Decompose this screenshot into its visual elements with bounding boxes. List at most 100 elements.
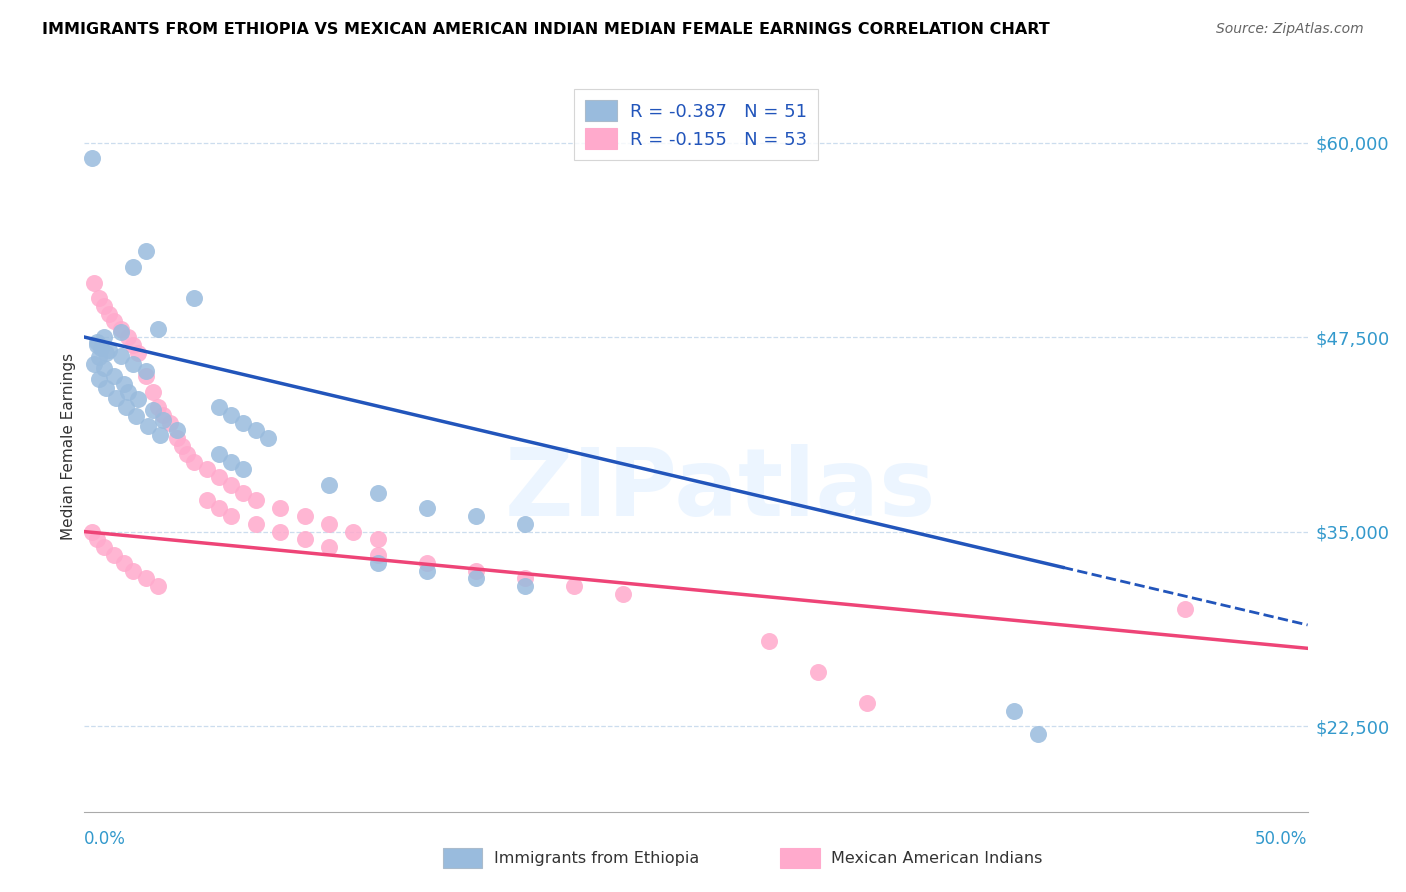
Point bbox=[112, 556, 135, 570]
Point bbox=[318, 516, 340, 531]
Point bbox=[110, 322, 132, 336]
Point bbox=[97, 343, 120, 357]
Point bbox=[122, 260, 145, 274]
Point bbox=[318, 540, 340, 554]
Y-axis label: Median Female Earnings: Median Female Earnings bbox=[60, 352, 76, 540]
Point bbox=[367, 556, 389, 570]
Point bbox=[1002, 704, 1025, 718]
Point bbox=[90, 341, 112, 355]
Text: Immigrants from Ethiopia: Immigrants from Ethiopia bbox=[494, 851, 699, 865]
Point bbox=[232, 485, 254, 500]
Point bbox=[562, 579, 585, 593]
Point bbox=[127, 392, 149, 407]
Point bbox=[208, 501, 231, 516]
Point bbox=[269, 524, 291, 539]
Text: Source: ZipAtlas.com: Source: ZipAtlas.com bbox=[1216, 22, 1364, 37]
Point bbox=[856, 696, 879, 710]
Point bbox=[758, 633, 780, 648]
Point bbox=[93, 299, 115, 313]
Point bbox=[183, 291, 205, 305]
Point bbox=[135, 364, 157, 378]
Point bbox=[219, 509, 242, 524]
Point bbox=[83, 276, 105, 290]
Point bbox=[416, 564, 439, 578]
Point bbox=[219, 454, 242, 468]
Point bbox=[416, 556, 439, 570]
Point bbox=[135, 368, 157, 383]
Point bbox=[80, 524, 103, 539]
Point bbox=[464, 564, 486, 578]
Point bbox=[103, 368, 125, 383]
Point bbox=[127, 345, 149, 359]
Point bbox=[96, 381, 118, 395]
Point bbox=[176, 447, 198, 461]
Point bbox=[135, 571, 157, 585]
Text: 50.0%: 50.0% bbox=[1256, 830, 1308, 848]
Point bbox=[367, 485, 389, 500]
Point bbox=[208, 400, 231, 414]
Point bbox=[93, 361, 115, 376]
Point bbox=[117, 384, 139, 399]
Point bbox=[612, 587, 634, 601]
Text: IMMIGRANTS FROM ETHIOPIA VS MEXICAN AMERICAN INDIAN MEDIAN FEMALE EARNINGS CORRE: IMMIGRANTS FROM ETHIOPIA VS MEXICAN AMER… bbox=[42, 22, 1050, 37]
Point bbox=[117, 330, 139, 344]
Point bbox=[269, 501, 291, 516]
Point bbox=[86, 533, 108, 547]
Point bbox=[245, 516, 267, 531]
Point bbox=[87, 291, 110, 305]
Point bbox=[136, 418, 159, 433]
Point bbox=[513, 579, 536, 593]
Point bbox=[183, 454, 205, 468]
Point bbox=[195, 493, 218, 508]
Point bbox=[80, 151, 103, 165]
Point bbox=[105, 391, 128, 405]
Point bbox=[87, 372, 110, 386]
Point bbox=[110, 326, 132, 340]
Point bbox=[166, 431, 188, 445]
Point bbox=[232, 416, 254, 430]
Point bbox=[367, 533, 389, 547]
Point bbox=[122, 357, 145, 371]
Point bbox=[219, 478, 242, 492]
Point bbox=[122, 338, 145, 352]
Point bbox=[86, 338, 108, 352]
Point bbox=[86, 334, 108, 349]
Point bbox=[115, 400, 138, 414]
Point bbox=[122, 564, 145, 578]
Point bbox=[152, 412, 174, 426]
Point bbox=[219, 408, 242, 422]
Point bbox=[142, 403, 165, 417]
Point bbox=[112, 376, 135, 391]
Point bbox=[464, 571, 486, 585]
Point bbox=[87, 351, 110, 365]
Point bbox=[195, 462, 218, 476]
Point bbox=[208, 447, 231, 461]
Point bbox=[142, 384, 165, 399]
Point bbox=[110, 349, 132, 363]
Point bbox=[146, 322, 169, 336]
Point bbox=[96, 345, 118, 359]
Point bbox=[245, 493, 267, 508]
Text: Mexican American Indians: Mexican American Indians bbox=[831, 851, 1042, 865]
Point bbox=[294, 509, 316, 524]
Point bbox=[149, 428, 172, 442]
Point bbox=[342, 524, 364, 539]
Point bbox=[166, 424, 188, 438]
Point bbox=[294, 533, 316, 547]
Point bbox=[125, 409, 148, 424]
Point bbox=[172, 439, 194, 453]
Point bbox=[146, 579, 169, 593]
Point bbox=[208, 470, 231, 484]
Point bbox=[245, 424, 267, 438]
Point bbox=[1028, 727, 1050, 741]
Point bbox=[416, 501, 439, 516]
Point bbox=[97, 307, 120, 321]
Point bbox=[318, 478, 340, 492]
Point bbox=[807, 665, 830, 679]
Point bbox=[513, 571, 536, 585]
Point bbox=[159, 416, 181, 430]
Point bbox=[103, 314, 125, 328]
Point bbox=[367, 548, 389, 562]
Point bbox=[103, 548, 125, 562]
Point bbox=[257, 431, 280, 445]
